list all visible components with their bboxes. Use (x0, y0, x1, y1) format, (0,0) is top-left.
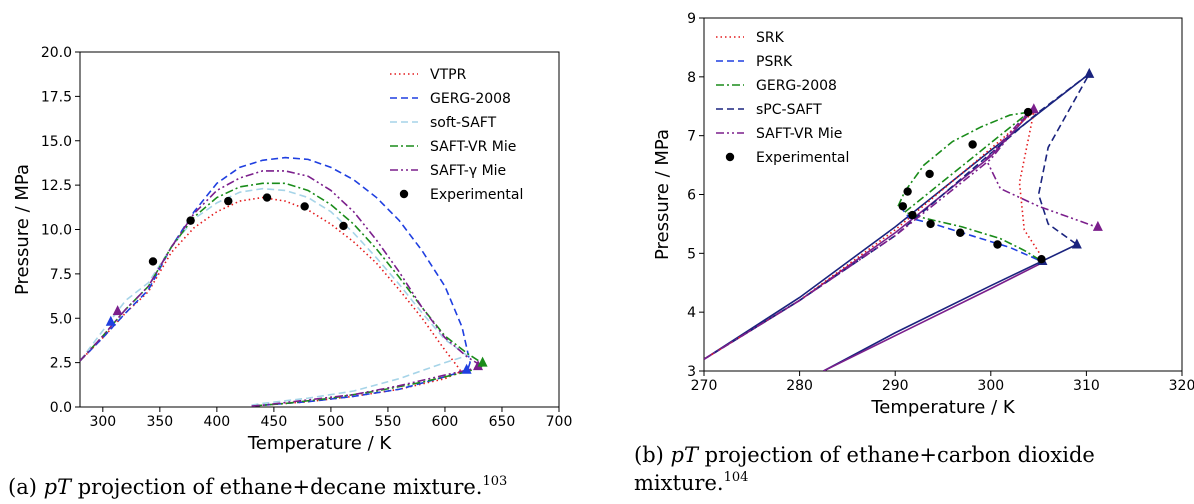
critical-point-marker (461, 363, 472, 374)
figure-caption: (b) pT projection of ethane+carbon dioxi… (634, 443, 1102, 495)
y-tick-label: 17.5 (41, 89, 72, 105)
x-tick-label: 310 (1073, 378, 1100, 394)
y-tick-label: 0.0 (50, 400, 72, 416)
legend-entry-label: GERG-2008 (756, 78, 837, 94)
legend-entry-label: SAFT-VR Mie (430, 139, 516, 155)
x-tick-label: 270 (691, 378, 718, 394)
experimental-point (339, 221, 348, 231)
experimental-point (903, 187, 912, 196)
x-tick-label: 290 (882, 378, 909, 394)
series-line (80, 170, 481, 407)
legend-entry-label: SRK (756, 30, 785, 46)
plot-area (704, 67, 1103, 371)
y-tick-label: 15.0 (41, 134, 72, 150)
x-tick-label: 550 (375, 414, 402, 430)
x-axis-label: Temperature / K (870, 397, 1016, 418)
experimental-point (898, 202, 908, 211)
y-tick-label: 5.0 (50, 311, 72, 327)
legend-entry-label: GERG-2008 (430, 91, 511, 107)
legend-entry-label: Experimental (756, 150, 849, 166)
series-line (899, 205, 1044, 263)
legend: VTPR GERG-2008 soft-SAFT SAFT-VR Mie SAFT-γ … (390, 67, 523, 203)
y-tick-label: 9 (687, 11, 696, 27)
y-axis-label: Pressure / MPa (652, 129, 673, 260)
series-line (704, 105, 1097, 360)
y-tick-label: 7 (687, 129, 696, 145)
experimental-point (262, 193, 272, 202)
y-tick-label: 8 (687, 70, 696, 86)
experimental-point (968, 140, 977, 149)
x-tick-label: 280 (786, 378, 813, 394)
y-tick-label: 20.0 (41, 45, 72, 61)
experimental-point (925, 169, 934, 179)
legend-entry-label: SAFT-γ Mie (430, 163, 506, 179)
critical-point-marker (1071, 238, 1082, 249)
experimental-point (1037, 255, 1046, 264)
y-tick-label: 5 (687, 246, 696, 262)
plot-area (80, 156, 488, 407)
x-tick-label: 650 (489, 414, 516, 430)
x-tick-label: 320 (1169, 378, 1194, 394)
legend-entry-label: VTPR (430, 67, 467, 83)
experimental-point (926, 219, 935, 229)
x-tick-label: 700 (546, 414, 573, 430)
legend-swatch (725, 152, 735, 162)
x-tick-label: 500 (318, 414, 345, 430)
series-line (80, 156, 471, 407)
x-tick-label: 350 (146, 414, 173, 430)
figure-caption: (a) pT projection of ethane+decane mixtu… (8, 474, 507, 499)
legend-entry-label: SAFT-VR Mie (756, 126, 842, 142)
critical-point-marker (1092, 220, 1103, 231)
critical-point-marker (112, 305, 123, 316)
series-line (897, 110, 1044, 263)
experimental-point (224, 196, 233, 206)
solid-phase-envelope-line (823, 261, 1044, 371)
critical-point-marker (1084, 67, 1095, 78)
critical-point-marker (473, 360, 484, 371)
legend: SRK PSRK GERG-2008 sPC-SAFT SAFT-VR Mie Exper… (716, 30, 849, 166)
experimental-point (956, 228, 965, 237)
legend-entry-label: sPC-SAFT (756, 102, 822, 118)
y-tick-label: 6 (687, 188, 696, 204)
experimental-point (993, 240, 1002, 249)
y-tick-label: 4 (687, 305, 696, 321)
y-tick-label: 2.5 (50, 356, 72, 372)
x-axis-label: Temperature / K (247, 433, 393, 454)
x-tick-label: 300 (977, 378, 1004, 394)
y-tick-label: 10.0 (41, 223, 72, 239)
legend-entry-label: Experimental (430, 187, 523, 203)
panel-a-chart: 300 350 400 450 500 550 600 650 700 0.0 2.5 5.0 7.5 1… (8, 45, 572, 499)
legend-swatch (399, 189, 409, 199)
series-line (80, 196, 463, 407)
y-axis-label: Pressure / MPa (12, 164, 33, 295)
experimental-point (148, 257, 158, 266)
panel-b-chart: 270 280 290 300 310 320 3 4 5 6 7 8 9 Temperature / K… (634, 11, 1194, 495)
legend-entry-label: PSRK (756, 54, 793, 70)
y-tick-label: 7.5 (50, 267, 72, 283)
y-tick-label: 3 (687, 364, 696, 380)
x-tick-label: 450 (261, 414, 288, 430)
critical-point-marker (477, 356, 488, 367)
critical-point-marker (105, 315, 116, 326)
x-tick-label: 600 (432, 414, 459, 430)
x-tick-label: 400 (203, 414, 230, 430)
solid-phase-envelope-line (704, 108, 1035, 360)
solid-phase-envelope-line (823, 243, 1078, 371)
experimental-point (908, 210, 917, 220)
experimental-point (300, 202, 309, 211)
experimental-point (186, 216, 195, 225)
experimental-point (1023, 107, 1033, 117)
y-tick-label: 12.5 (41, 178, 72, 194)
x-tick-label: 300 (89, 414, 116, 430)
legend-entry-label: soft-SAFT (430, 115, 497, 131)
